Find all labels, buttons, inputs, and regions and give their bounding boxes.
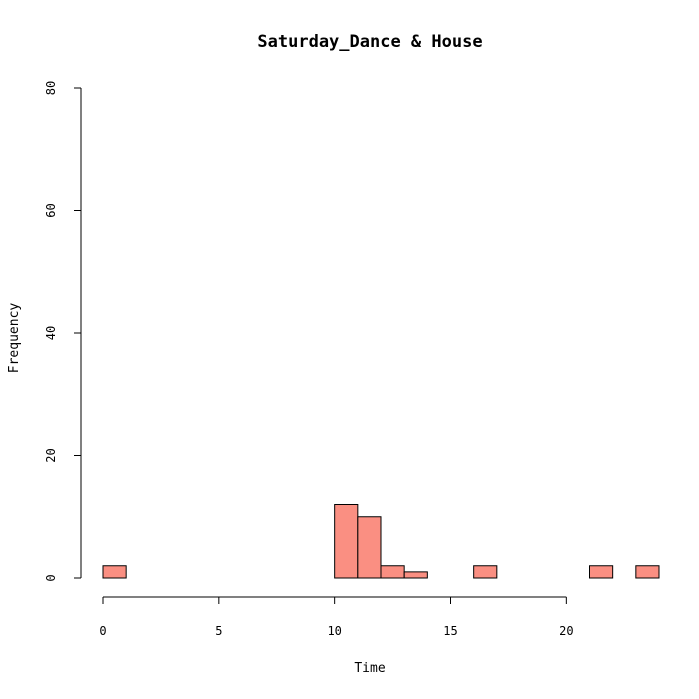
x-axis: 0 5 10 15 20 bbox=[99, 596, 574, 638]
histogram-bar bbox=[635, 565, 660, 579]
y-tick-label: 80 bbox=[44, 81, 58, 95]
x-axis-label: Time bbox=[354, 661, 385, 676]
bars-group bbox=[102, 504, 660, 579]
x-tick-label: 0 bbox=[99, 624, 106, 638]
y-axis-label: Frequency bbox=[7, 303, 22, 374]
y-axis: 0 20 40 60 80 bbox=[44, 81, 82, 582]
histogram-bar bbox=[473, 565, 498, 579]
histogram-bar bbox=[589, 565, 614, 579]
histogram-bar bbox=[403, 571, 428, 579]
x-tick-label: 10 bbox=[327, 624, 341, 638]
y-tick-label: 20 bbox=[44, 448, 58, 462]
x-tick-label: 20 bbox=[559, 624, 573, 638]
histogram-bar bbox=[334, 504, 359, 579]
y-tick-label: 60 bbox=[44, 203, 58, 217]
histogram-bar bbox=[357, 516, 382, 579]
histogram-bar bbox=[380, 565, 405, 579]
x-tick-label: 5 bbox=[215, 624, 222, 638]
x-tick-label: 15 bbox=[443, 624, 457, 638]
y-tick-label: 40 bbox=[44, 326, 58, 340]
chart-title: Saturday_Dance & House bbox=[257, 32, 482, 52]
y-tick-label: 0 bbox=[44, 574, 58, 581]
histogram-bar bbox=[102, 565, 127, 579]
